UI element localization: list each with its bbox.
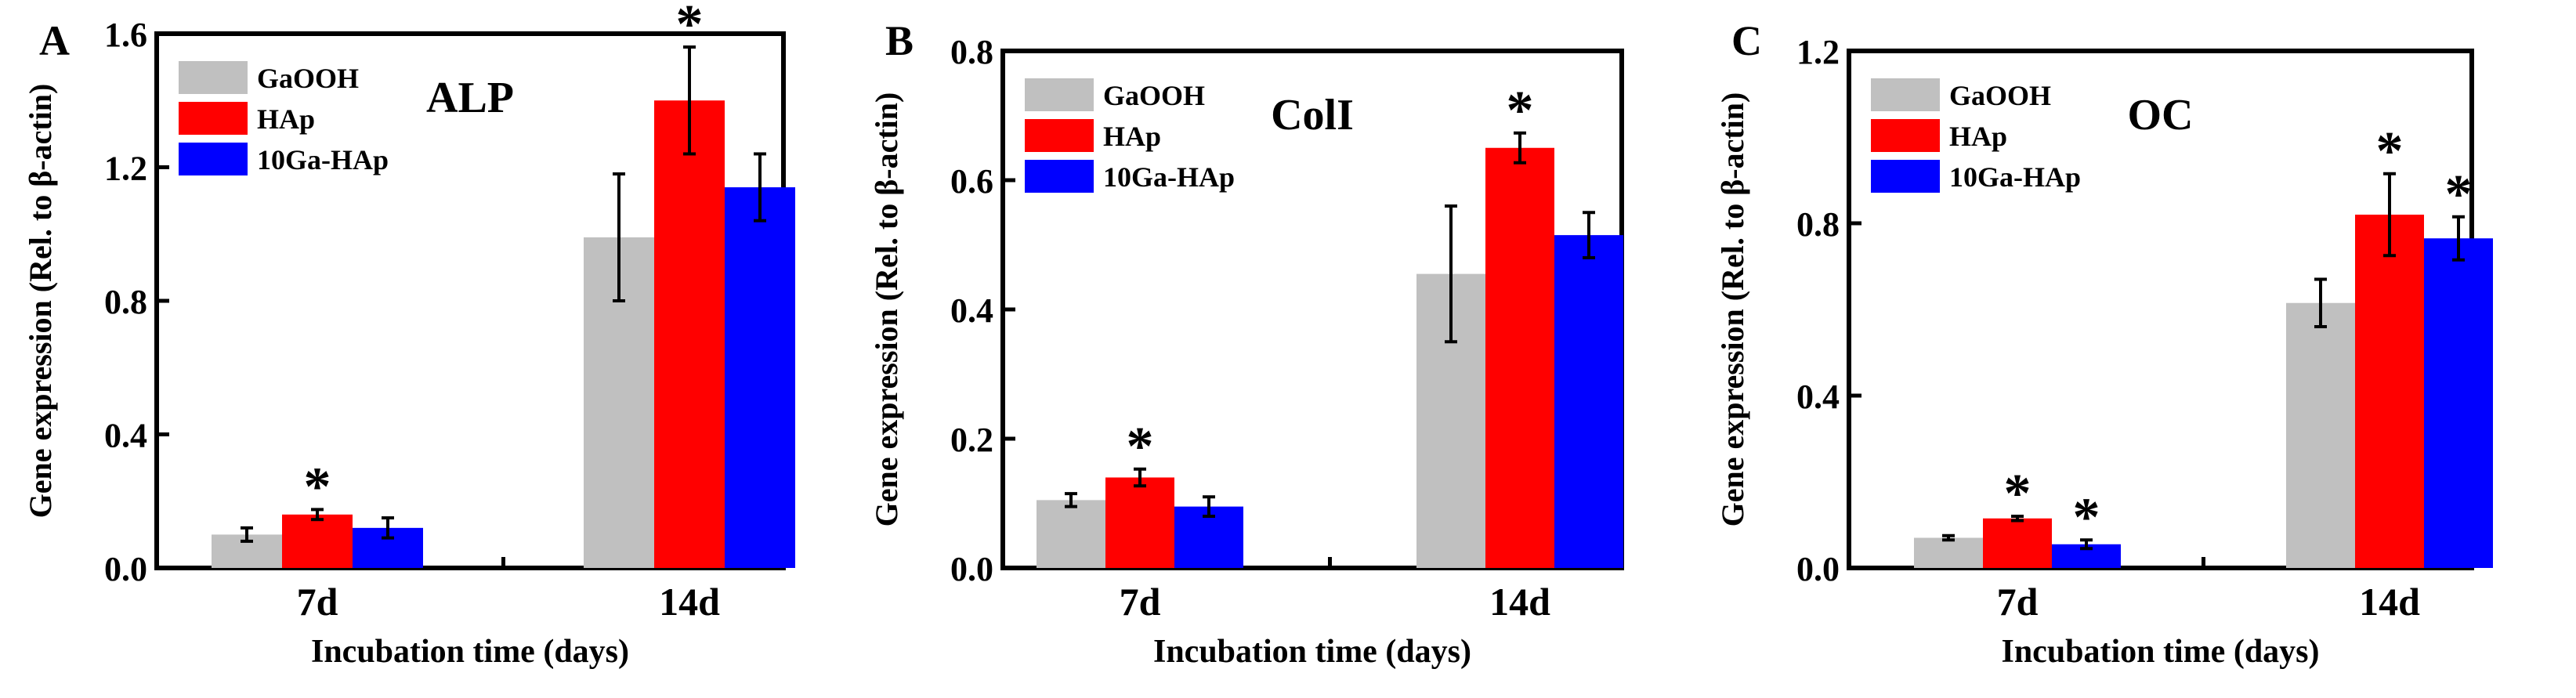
significance-marker: * [676, 0, 704, 55]
bar-hap-14d [654, 100, 725, 568]
bar-10ga-hap-14d [1554, 235, 1623, 568]
legend-label-hap: HAp [257, 103, 315, 135]
y-tick-label: 0.0 [1796, 550, 1840, 588]
legend-label-gaooh: GaOOH [1103, 80, 1205, 111]
y-axis-label: Gene expression (Rel. to β-actin) [1715, 92, 1750, 527]
x-tick-label-7d: 7d [297, 580, 338, 624]
y-tick-label: 0.8 [1796, 205, 1840, 244]
legend-label-hap: HAp [1103, 121, 1161, 152]
panel-title: ColI [1271, 91, 1354, 139]
significance-marker: * [1507, 81, 1534, 141]
chart-panel-b: 0.0 0.2 0.4 0.6 0.8 * 7d * 14d Incubation time (d… [869, 17, 1624, 670]
x-tick-label-7d: 7d [1997, 580, 2039, 624]
legend-swatch-gaooh [1025, 78, 1094, 111]
y-tick-label: 0.8 [104, 283, 147, 321]
bar-gaooh-14d [2286, 302, 2355, 568]
y-tick-label: 0.6 [950, 162, 993, 201]
bar-hap-7d [282, 514, 353, 568]
y-tick-label: 0.4 [950, 291, 993, 330]
x-axis-label: Incubation time (days) [2001, 634, 2319, 670]
significance-marker: * [2445, 165, 2473, 225]
bar-hap-14d [2355, 215, 2424, 568]
chart-panel-a: 0.0 0.4 0.8 1.2 1.6 * 7d * 14d Incubation time (d… [23, 0, 795, 670]
bar-10ga-hap-14d [725, 187, 795, 568]
bar-gaooh-7d [1037, 500, 1105, 568]
legend-label-gaooh: GaOOH [1949, 80, 2051, 111]
significance-marker: * [304, 457, 331, 517]
legend-swatch-hap [1871, 119, 1940, 152]
legend-label-hap: HAp [1949, 121, 2007, 152]
y-tick-label: 0.0 [950, 550, 993, 588]
x-tick-label-14d: 14d [1489, 580, 1550, 624]
x-axis-label: Incubation time (days) [311, 634, 629, 670]
legend-swatch-hap [1025, 119, 1094, 152]
panel-title: OC [2128, 91, 2194, 139]
y-tick-label: 1.2 [1796, 33, 1840, 71]
chart-panel-c: 0.0 0.4 0.8 1.2 * * 7d * * 14d Incubation time (da… [1715, 17, 2493, 670]
legend-label-gaooh: GaOOH [257, 63, 359, 94]
x-tick-label-14d: 14d [659, 580, 720, 624]
legend-swatch-hap [179, 102, 248, 135]
y-tick-label: 0.8 [950, 33, 993, 71]
significance-marker: * [2376, 121, 2404, 182]
legend-swatch-10ga-hap [179, 143, 248, 175]
bar-hap-7d [1105, 477, 1174, 568]
y-tick-label: 0.0 [104, 550, 147, 588]
x-tick-label-7d: 7d [1120, 580, 1161, 624]
legend-label-10ga-hap: 10Ga-HAp [1949, 161, 2081, 193]
bar-gaooh-7d [1914, 537, 1983, 568]
significance-marker: * [1127, 417, 1154, 477]
panel-letter: C [1731, 17, 1762, 64]
legend-label-10ga-hap: 10Ga-HAp [257, 144, 389, 175]
x-axis-label: Incubation time (days) [1153, 634, 1471, 670]
legend-swatch-10ga-hap [1025, 160, 1094, 193]
panel-title: ALP [426, 74, 514, 122]
legend-label-10ga-hap: 10Ga-HAp [1103, 161, 1235, 193]
y-tick-label: 0.2 [950, 421, 993, 459]
y-tick-label: 0.4 [1796, 378, 1840, 416]
bar-hap-7d [1983, 518, 2052, 568]
y-axis-label: Gene expression (Rel. to β-actin) [23, 84, 58, 519]
legend-swatch-gaooh [179, 61, 248, 94]
bar-hap-14d [1485, 147, 1554, 568]
x-tick-label-14d: 14d [2359, 580, 2420, 624]
y-axis-label: Gene expression (Rel. to β-actin) [869, 92, 904, 527]
legend-swatch-10ga-hap [1871, 160, 1940, 193]
y-tick-label: 1.2 [104, 150, 147, 188]
bar-10ga-hap-14d [2424, 238, 2493, 568]
panel-letter: B [885, 17, 914, 64]
legend-swatch-gaooh [1871, 78, 1940, 111]
panel-letter: A [39, 17, 70, 64]
significance-marker: * [2004, 464, 2031, 524]
y-tick-label: 1.6 [104, 16, 147, 54]
significance-marker: * [2073, 487, 2100, 548]
y-tick-label: 0.4 [104, 417, 147, 455]
